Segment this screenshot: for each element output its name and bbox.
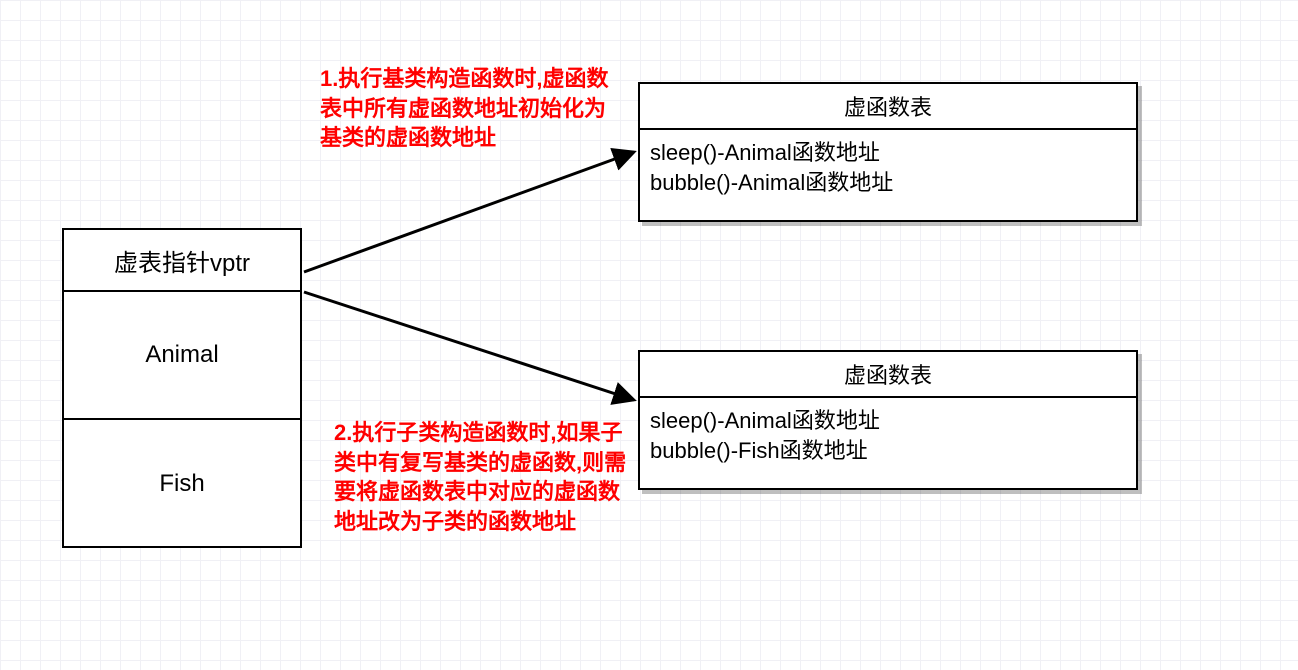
vtable-bottom-row1: bubble()-Fish函数地址 <box>650 436 1126 466</box>
vtable-bottom: 虚函数表 sleep()-Animal函数地址 bubble()-Fish函数地… <box>638 350 1138 490</box>
object-layout-box: 虚表指针vptr Animal Fish <box>62 228 302 548</box>
vtable-top-row0: sleep()-Animal函数地址 <box>650 138 1126 168</box>
fish-cell: Fish <box>64 420 300 548</box>
arrow-to-top-vtable <box>304 152 634 272</box>
animal-label: Animal <box>145 341 218 369</box>
vtable-top: 虚函数表 sleep()-Animal函数地址 bubble()-Animal函… <box>638 82 1138 222</box>
vtable-bottom-body: sleep()-Animal函数地址 bubble()-Fish函数地址 <box>640 398 1136 473</box>
fish-label: Fish <box>159 470 204 498</box>
arrow-to-bottom-vtable <box>304 292 634 400</box>
vptr-cell: 虚表指针vptr <box>64 230 300 292</box>
vtable-top-row1: bubble()-Animal函数地址 <box>650 168 1126 198</box>
vtable-top-body: sleep()-Animal函数地址 bubble()-Animal函数地址 <box>640 130 1136 205</box>
annotation-1: 1.执行基类构造函数时,虚函数表中所有虚函数地址初始化为基类的虚函数地址 <box>320 64 620 153</box>
annotation-2: 2.执行子类构造函数时,如果子类中有复写基类的虚函数,则需要将虚函数表中对应的虚… <box>334 418 634 537</box>
vptr-label: 虚表指针vptr <box>114 243 250 278</box>
animal-cell: Animal <box>64 292 300 420</box>
vtable-bottom-title: 虚函数表 <box>640 352 1136 398</box>
vtable-bottom-row0: sleep()-Animal函数地址 <box>650 406 1126 436</box>
vtable-top-title: 虚函数表 <box>640 84 1136 130</box>
